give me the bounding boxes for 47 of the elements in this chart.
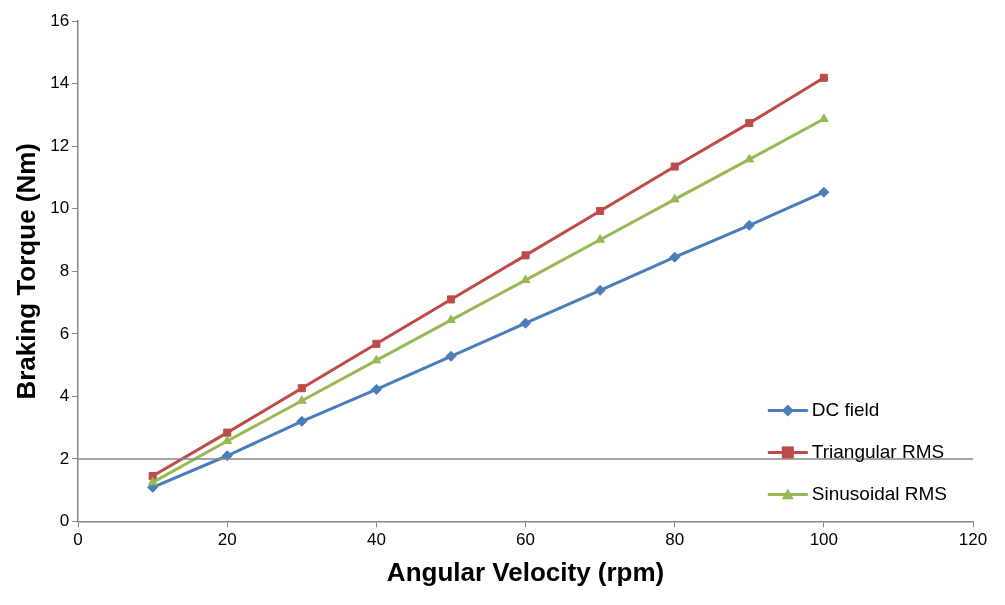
point (297, 384, 306, 393)
point (446, 314, 456, 324)
point (521, 251, 530, 260)
point (372, 339, 381, 348)
y-tick-label: 2 (59, 448, 70, 468)
point (296, 415, 308, 427)
x-tick-label: 100 (809, 530, 839, 550)
point (445, 350, 457, 362)
point (596, 206, 605, 215)
y-tick-label: 16 (50, 10, 70, 30)
legend-label: Sinusoidal RMS (811, 482, 947, 504)
point (371, 354, 382, 364)
y-tick-label: 6 (59, 323, 70, 343)
legend-label: DC field (811, 398, 880, 420)
point (520, 274, 531, 284)
x-tick-label: 120 (958, 530, 988, 550)
y-tick-label: 4 (59, 386, 70, 406)
point (297, 395, 307, 404)
point (819, 113, 829, 123)
point (147, 476, 158, 486)
y-tick-label: 8 (59, 260, 70, 280)
point (595, 234, 605, 243)
x-tick-label: 80 (665, 530, 685, 550)
point (594, 284, 606, 296)
x-tick-label: 60 (516, 530, 536, 550)
y-tick-label: 14 (50, 73, 70, 93)
y-tick-label: 0 (59, 511, 70, 531)
point (370, 383, 382, 395)
x-tick-label: 20 (217, 530, 237, 550)
y-tick-label: 10 (50, 198, 70, 218)
x-tick-label: 40 (366, 530, 386, 550)
x-axis-title: Angular Velocity (rpm) (386, 556, 665, 587)
x-tick-label: 0 (73, 530, 83, 550)
point (743, 219, 755, 231)
point (446, 295, 456, 304)
point (818, 186, 830, 198)
y-axis-title: Braking Torque (Nm) (10, 142, 41, 400)
y-tick-label: 12 (50, 135, 70, 155)
point (744, 153, 755, 163)
point (222, 435, 233, 445)
legend-label: Triangular RMS (811, 440, 945, 462)
point (819, 73, 828, 82)
point (745, 119, 754, 128)
point (223, 428, 232, 437)
point (669, 251, 681, 263)
point (520, 317, 532, 329)
point (670, 162, 679, 171)
